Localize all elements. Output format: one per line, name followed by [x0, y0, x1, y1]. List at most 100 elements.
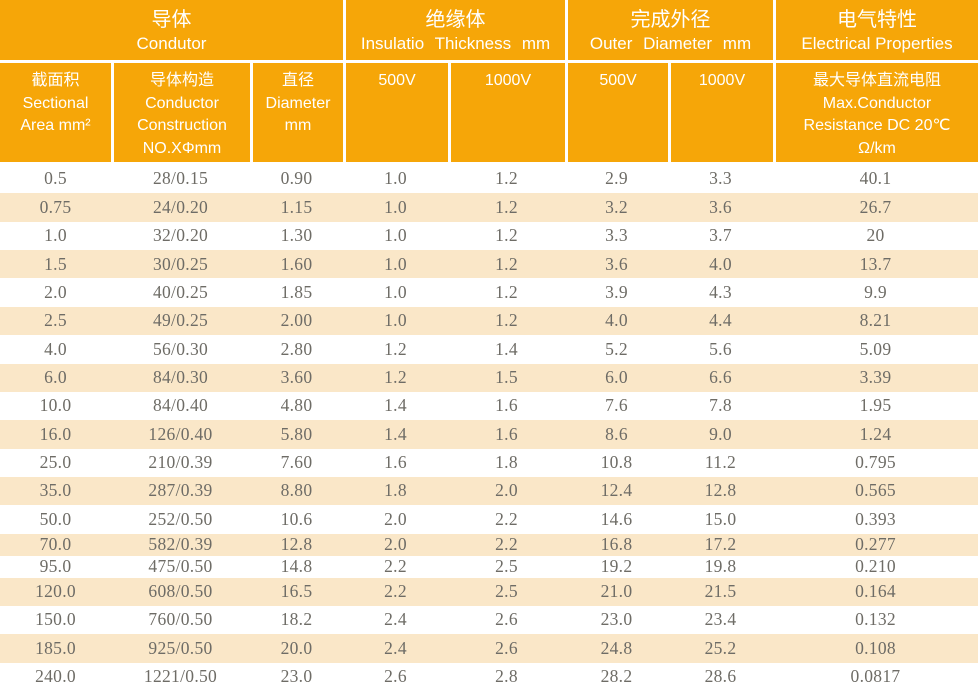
column-header-max-resistance: 最大导体直流电阻 Max.Conductor Resistance DC 20℃ Ω/…: [773, 63, 978, 162]
cell-sectional-area: 6.0: [44, 366, 67, 387]
cell-conductor-construction: 252/0.50: [148, 508, 213, 529]
cell-insulation-1000v: 1.2: [495, 225, 518, 246]
cell-insulation-1000v: 1.2: [495, 253, 518, 274]
cell-conductor-construction: 84/0.30: [152, 366, 209, 387]
cell-outer-500v: 2.9: [605, 168, 628, 189]
cell-diameter: 1.30: [280, 225, 313, 246]
cell-insulation-1000v: 2.0: [495, 480, 518, 501]
group-header-electrical-properties: 电气特性 Electrical Properties: [773, 0, 978, 60]
cell-outer-1000v: 4.0: [709, 253, 732, 274]
table-row: 120.0 608/0.50 16.5 2.2 2.5 21.0 21.5 0.164: [0, 577, 978, 606]
cell-insulation-1000v: 1.5: [495, 366, 518, 387]
cell-insulation-1000v: 1.2: [495, 168, 518, 189]
cell-diameter: 8.80: [280, 480, 313, 501]
table-row: 185.0 925/0.50 20.0 2.4 2.6 24.8 25.2 0.108: [0, 634, 978, 663]
cell-insulation-1000v: 2.5: [495, 581, 518, 602]
cell-conductor-construction: 582/0.39: [148, 533, 213, 554]
cell-outer-1000v: 15.0: [704, 508, 737, 529]
cell-outer-500v: 14.6: [600, 508, 633, 529]
cell-sectional-area: 10.0: [39, 395, 72, 416]
cell-outer-1000v: 21.5: [704, 581, 737, 602]
cell-max-resistance: 0.795: [855, 452, 896, 473]
cell-conductor-construction: 126/0.40: [148, 423, 213, 444]
cell-conductor-construction: 84/0.40: [152, 395, 209, 416]
table-row: 95.0 475/0.50 14.8 2.2 2.5 19.2 19.8 0.210: [0, 555, 978, 578]
table-row: 4.0 56/0.30 2.80 1.2 1.4 5.2 5.6 5.09: [0, 335, 978, 364]
column-header-line: mm: [284, 117, 312, 134]
cell-insulation-500v: 1.2: [384, 366, 407, 387]
column-header-line: Construction: [137, 117, 227, 134]
column-header-line: Conductor: [145, 94, 219, 112]
cell-sectional-area: 35.0: [39, 480, 72, 501]
column-header-conductor-construction: 导体构造 Conductor Construction NO.XΦmm: [111, 63, 250, 162]
cell-outer-500v: 16.8: [600, 533, 633, 554]
cell-max-resistance: 9.9: [864, 281, 887, 302]
cell-conductor-construction: 925/0.50: [148, 637, 213, 658]
cell-max-resistance: 0.277: [855, 533, 896, 554]
cell-max-resistance: 0.108: [855, 637, 896, 658]
table-row: 70.0 582/0.39 12.8 2.0 2.2 16.8 17.2 0.277: [0, 533, 978, 556]
cell-diameter: 1.15: [280, 196, 313, 217]
cell-conductor-construction: 1221/0.50: [143, 666, 218, 687]
cell-insulation-500v: 1.0: [384, 253, 407, 274]
cell-conductor-construction: 30/0.25: [152, 253, 209, 274]
group-title-en: Outer Diameter mm: [589, 34, 752, 53]
cell-sectional-area: 25.0: [39, 452, 72, 473]
cell-max-resistance: 20: [866, 225, 885, 246]
cell-insulation-500v: 1.0: [384, 225, 407, 246]
column-header-line: 导体构造: [149, 72, 214, 89]
cell-insulation-1000v: 1.4: [495, 338, 518, 359]
column-header-outer-1000v: 1000V: [668, 63, 773, 162]
cell-sectional-area: 120.0: [35, 581, 76, 602]
cell-outer-1000v: 9.0: [709, 423, 732, 444]
cell-diameter: 20.0: [280, 637, 313, 658]
cell-sectional-area: 1.5: [44, 253, 67, 274]
cell-conductor-construction: 56/0.30: [152, 338, 209, 359]
cell-insulation-500v: 2.0: [384, 533, 407, 554]
table-row: 16.0 126/0.40 5.80 1.4 1.6 8.6 9.0 1.24: [0, 420, 978, 449]
cell-insulation-500v: 1.0: [384, 310, 407, 331]
cell-sectional-area: 0.5: [44, 168, 67, 189]
cell-insulation-1000v: 2.5: [495, 555, 518, 576]
cell-insulation-500v: 2.4: [384, 637, 407, 658]
group-title-zh: 绝缘体: [425, 9, 486, 31]
table-row: 50.0 252/0.50 10.6 2.0 2.2 14.6 15.0 0.393: [0, 505, 978, 534]
cell-outer-500v: 4.0: [605, 310, 628, 331]
cell-conductor-construction: 49/0.25: [152, 310, 209, 331]
cell-diameter: 2.00: [280, 310, 313, 331]
table-row: 0.5 28/0.15 0.90 1.0 1.2 2.9 3.3 40.1: [0, 165, 978, 194]
cell-conductor-construction: 24/0.20: [152, 196, 209, 217]
table-row: 1.0 32/0.20 1.30 1.0 1.2 3.3 3.7 20: [0, 221, 978, 251]
table-row: 25.0 210/0.39 7.60 1.6 1.8 10.8 11.2 0.795: [0, 448, 978, 477]
cell-insulation-1000v: 1.6: [495, 395, 518, 416]
cell-max-resistance: 1.24: [859, 423, 892, 444]
cell-sectional-area: 1.0: [44, 225, 67, 246]
table-row: 150.0 760/0.50 18.2 2.4 2.6 23.0 23.4 0.132: [0, 605, 978, 635]
cell-outer-500v: 12.4: [600, 480, 633, 501]
table-row: 2.0 40/0.25 1.85 1.0 1.2 3.9 4.3 9.9: [0, 278, 978, 307]
cell-insulation-1000v: 1.2: [495, 281, 518, 302]
group-title-en: Insulatio Thickness mm: [360, 34, 551, 53]
cell-sectional-area: 0.75: [39, 196, 72, 217]
cell-outer-1000v: 23.4: [704, 609, 737, 630]
cell-max-resistance: 40.1: [859, 168, 892, 189]
cell-outer-500v: 8.6: [605, 423, 628, 444]
cell-diameter: 0.90: [280, 168, 313, 189]
cell-insulation-500v: 1.0: [384, 281, 407, 302]
cell-diameter: 14.8: [280, 555, 313, 576]
cell-conductor-construction: 608/0.50: [148, 581, 213, 602]
cell-insulation-500v: 2.4: [384, 609, 407, 630]
table-row: 240.0 1221/0.50 23.0 2.6 2.8 28.2 28.6 0.0817: [0, 662, 978, 692]
cell-outer-500v: 3.6: [605, 253, 628, 274]
cell-conductor-construction: 40/0.25: [152, 281, 209, 302]
cell-insulation-1000v: 2.6: [495, 609, 518, 630]
cell-max-resistance: 13.7: [859, 253, 892, 274]
cell-insulation-1000v: 2.2: [495, 508, 518, 529]
cell-max-resistance: 1.95: [859, 395, 892, 416]
group-title-en: Electrical Properties: [801, 34, 953, 53]
group-header-conductor: 导体 Condutor: [0, 0, 343, 60]
column-header-line: 500V: [599, 72, 637, 89]
cell-diameter: 16.5: [280, 581, 313, 602]
cell-insulation-1000v: 2.6: [495, 637, 518, 658]
